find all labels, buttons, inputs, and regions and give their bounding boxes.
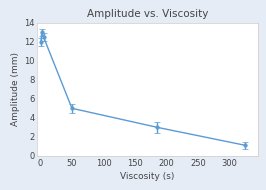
- Title: Amplitude vs. Viscosity: Amplitude vs. Viscosity: [87, 9, 208, 19]
- Y-axis label: Amplitude (mm): Amplitude (mm): [11, 52, 20, 126]
- X-axis label: Viscosity (s): Viscosity (s): [120, 172, 175, 181]
